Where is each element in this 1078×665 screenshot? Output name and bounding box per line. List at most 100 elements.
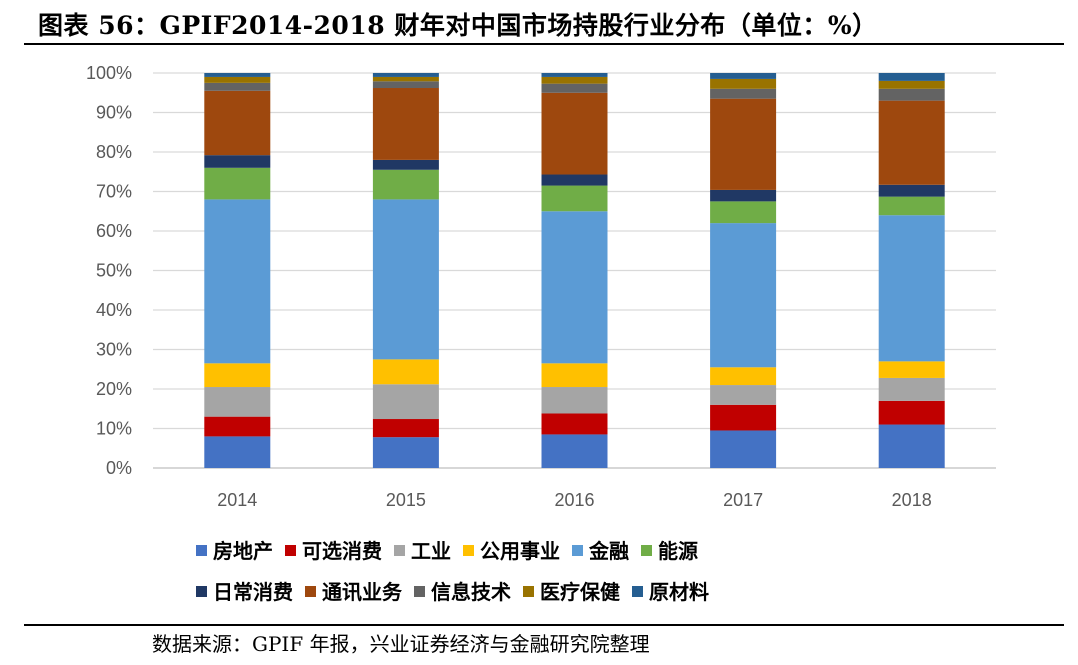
legend-label: 金融 — [588, 539, 629, 563]
bar-segment — [204, 76, 271, 83]
y-tick-label: 30% — [96, 340, 132, 360]
legend-item: 原材料 — [632, 580, 709, 604]
bar-segment — [372, 359, 439, 385]
stacked-bar-chart: 0%10%20%30%40%50%60%70%80%90%100% 2014 20… — [86, 63, 996, 604]
bar-segment — [710, 189, 777, 202]
bar-segment — [710, 98, 777, 190]
chart-title: 图表 56：GPIF2014-2018 财年对中国市场持股行业分布（单位：%） — [38, 11, 878, 40]
bar-segment — [372, 437, 439, 468]
bar-segment — [878, 73, 945, 81]
legend-label: 工业 — [411, 539, 451, 563]
bar-segment — [204, 387, 271, 417]
bar-segment — [541, 434, 608, 468]
x-tick-label: 2016 — [554, 490, 594, 510]
bar-segment — [710, 88, 777, 99]
legend-label: 可选消费 — [302, 539, 382, 563]
legend-swatch — [414, 586, 425, 597]
bar-segment — [372, 73, 439, 77]
bar-segment — [372, 384, 439, 420]
legend-swatch — [632, 586, 643, 597]
bar-segment — [710, 367, 777, 386]
bar-segment — [372, 81, 439, 89]
legend-swatch — [572, 545, 583, 556]
bar-segment — [204, 363, 271, 388]
bar-segment — [878, 100, 945, 185]
bar-segment — [541, 174, 608, 186]
bar-segment — [710, 78, 777, 89]
bar-segment — [541, 76, 608, 84]
bar-segment — [710, 404, 777, 431]
bar-segment — [878, 88, 945, 101]
bar-segment — [710, 385, 777, 405]
bar-segment — [710, 73, 777, 79]
x-tick-label: 2018 — [892, 490, 932, 510]
legend-item: 信息技术 — [414, 580, 511, 604]
legend-label: 房地产 — [213, 539, 273, 563]
bar-segment — [541, 211, 608, 364]
bar-segment — [204, 167, 271, 200]
bar-segment — [710, 430, 777, 468]
legend-swatch — [394, 545, 405, 556]
y-tick-label: 100% — [86, 63, 132, 83]
x-tick-label: 2015 — [386, 490, 426, 510]
legend-item: 可选消费 — [285, 539, 382, 563]
legend-item: 日常消费 — [196, 580, 293, 604]
bar-segment — [204, 436, 271, 468]
legend-item: 金融 — [572, 539, 629, 563]
legend-item: 能源 — [641, 539, 698, 563]
bar-segment — [204, 90, 271, 156]
bar-segment — [204, 155, 271, 168]
bar-segment — [541, 387, 608, 414]
bar-segment — [878, 361, 945, 378]
source-note: 数据来源：GPIF 年报，兴业证券经济与金融研究院整理 — [152, 632, 650, 656]
bar-segment — [878, 80, 945, 89]
legend-swatch — [641, 545, 652, 556]
bar-segment — [372, 76, 439, 82]
legend-swatch — [285, 545, 296, 556]
bar-segment — [878, 184, 945, 197]
y-tick-label: 0% — [106, 458, 132, 478]
legend-item: 医疗保健 — [523, 580, 620, 604]
bar-segment — [204, 199, 271, 364]
bar-segment — [878, 424, 945, 468]
x-tick-label: 2014 — [217, 490, 257, 510]
legend-swatch — [196, 586, 207, 597]
legend-label: 原材料 — [649, 580, 709, 604]
bar-segment — [541, 413, 608, 435]
footer-rule — [24, 624, 1064, 626]
legend-swatch — [305, 586, 316, 597]
y-tick-label: 80% — [96, 142, 132, 162]
bar-segment — [710, 201, 777, 224]
bar-segment — [878, 196, 945, 216]
bar-segment — [541, 363, 608, 388]
bar-segment — [541, 185, 608, 212]
bar-segment — [372, 159, 439, 170]
bar-segment — [541, 73, 608, 77]
y-axis: 0% 10% 20% 30% 40% 50% 60% 70% 80% 90% 100% — [86, 63, 132, 478]
bar-segment — [204, 73, 271, 77]
bar-segment — [372, 88, 439, 160]
bar-segment — [204, 416, 271, 437]
legend-item: 公用事业 — [463, 539, 560, 563]
bar-segment — [878, 215, 945, 362]
legend-label: 能源 — [658, 539, 698, 563]
bars — [204, 73, 945, 468]
legend-label: 信息技术 — [431, 580, 511, 604]
bar-segment — [372, 169, 439, 200]
legend-swatch — [523, 586, 534, 597]
y-tick-label: 60% — [96, 221, 132, 241]
legend-swatch — [196, 545, 207, 556]
bar-segment — [710, 223, 777, 368]
legend-item: 房地产 — [196, 539, 273, 563]
title-rule — [24, 43, 1064, 45]
legend-label: 医疗保健 — [540, 580, 620, 604]
bar-segment — [541, 83, 608, 93]
y-tick-label: 40% — [96, 300, 132, 320]
x-axis: 2014 2015 2016 2017 2018 — [217, 490, 931, 510]
y-tick-label: 50% — [96, 261, 132, 281]
y-tick-label: 90% — [96, 103, 132, 123]
y-tick-label: 10% — [96, 419, 132, 439]
bar-segment — [372, 419, 439, 438]
y-tick-label: 70% — [96, 182, 132, 202]
legend-item: 通讯业务 — [305, 580, 403, 604]
